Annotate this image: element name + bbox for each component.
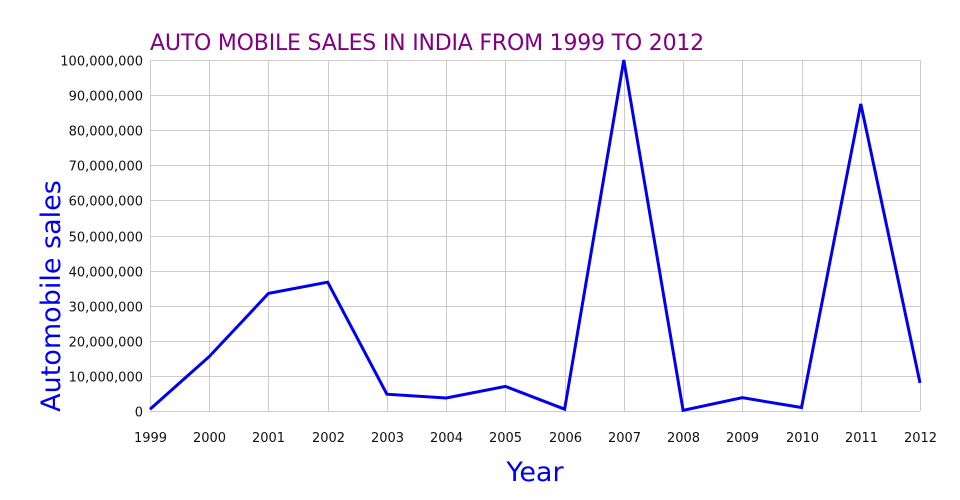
y-tick-label: 0 [135, 406, 143, 421]
x-tick-label: 2010 [786, 431, 819, 446]
x-tick-label: 2002 [312, 431, 345, 446]
series-layer [149, 59, 922, 413]
y-tick-label: 20,000,000 [69, 336, 143, 351]
x-tick-label: 2000 [193, 431, 226, 446]
y-axis-ticks: 0 10,000,000 20,000,000 30,000,000 40,000,00… [60, 55, 143, 421]
x-tick-label: 1999 [134, 431, 167, 446]
y-tick-label: 80,000,000 [69, 125, 143, 140]
x-axis-ticks: 1999 2000 2001 2002 2003 2004 2005 2006 2007 2008… [134, 431, 937, 446]
x-tick-label: 2009 [726, 431, 759, 446]
y-tick-label: 70,000,000 [69, 160, 143, 175]
x-tick-label: 2008 [667, 431, 700, 446]
y-tick-label: 60,000,000 [69, 195, 143, 210]
y-axis-label: Automobile sales [36, 180, 67, 412]
y-tick-label: 10,000,000 [69, 371, 143, 386]
x-tick-label: 2012 [904, 431, 937, 446]
y-tick-label: 50,000,000 [69, 231, 143, 246]
x-tick-label: 2006 [549, 431, 582, 446]
x-tick-label: 2004 [430, 431, 463, 446]
x-tick-label: 2005 [489, 431, 522, 446]
y-tick-label: 40,000,000 [69, 266, 143, 281]
y-tick-label: 30,000,000 [69, 301, 143, 316]
series-line [149, 59, 922, 413]
x-tick-label: 2003 [371, 431, 404, 446]
y-tick-label: 100,000,000 [60, 55, 143, 70]
x-axis-label: Year [505, 457, 564, 488]
chart-title: AUTO MOBILE SALES IN INDIA FROM 1999 TO … [150, 31, 704, 56]
grid [150, 60, 921, 412]
y-tick-label: 90,000,000 [69, 90, 143, 105]
x-tick-label: 2001 [252, 431, 285, 446]
x-tick-label: 2007 [608, 431, 641, 446]
x-tick-label: 2011 [845, 431, 878, 446]
